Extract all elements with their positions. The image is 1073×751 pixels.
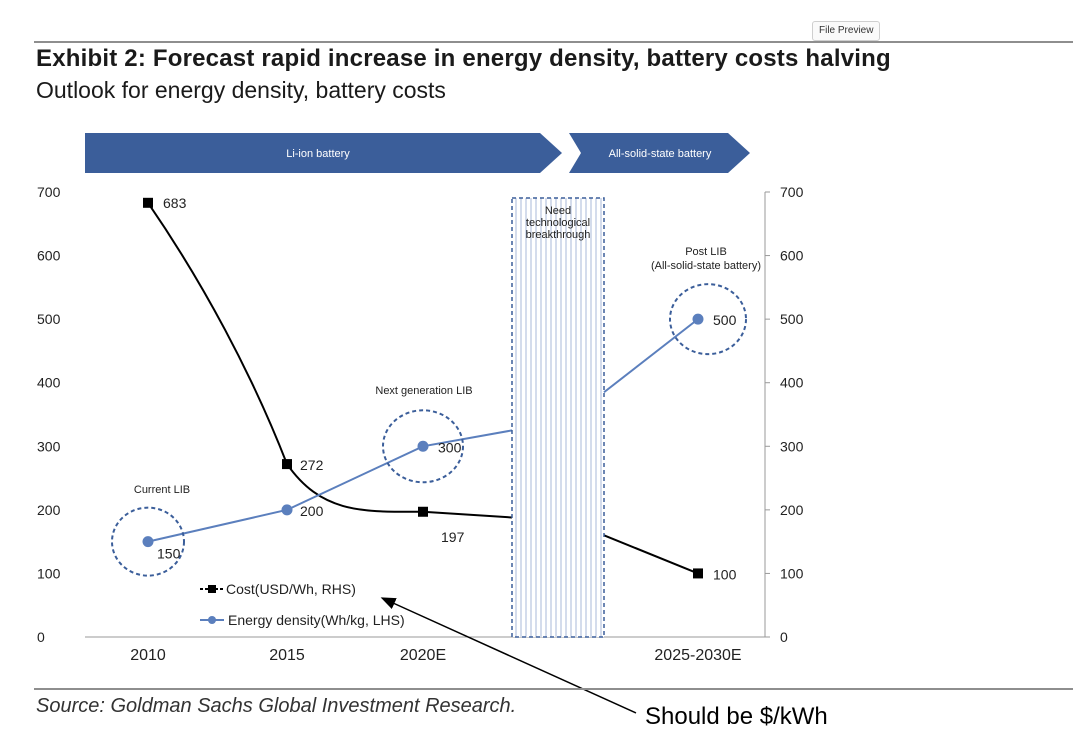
point-annotation-label: Post LIB <box>685 246 727 258</box>
cost-marker <box>282 459 292 470</box>
left-axis-tick-label: 700 <box>37 184 61 200</box>
energy-density-series-line <box>603 318 699 394</box>
cost-data-label: 683 <box>163 195 187 211</box>
right-axis-tick-label: 400 <box>780 375 804 391</box>
energy-density-data-label: 300 <box>438 439 462 455</box>
left-axis-tick-label: 400 <box>37 375 61 391</box>
point-annotation-label: (All-solid-state battery) <box>651 260 761 272</box>
right-axis-tick-label: 700 <box>780 184 804 200</box>
left-axis-tick-label: 500 <box>37 311 61 327</box>
left-axis-tick-label: 300 <box>37 438 61 454</box>
breakthrough-gap-label: breakthrough <box>526 229 591 241</box>
highlight-circle <box>111 506 185 577</box>
energy-density-marker <box>692 313 704 325</box>
energy-density-marker <box>281 504 293 516</box>
bottom-divider <box>34 688 1073 690</box>
exhibit-subtitle: Outlook for energy density, battery cost… <box>36 77 446 103</box>
energy-density-marker <box>417 440 429 452</box>
right-axis-tick-label: 100 <box>780 565 804 581</box>
annotation-arrow <box>380 597 637 714</box>
exhibit-title: Exhibit 2: Forecast rapid increase in en… <box>36 45 891 72</box>
left-axis-tick-label: 100 <box>37 565 61 581</box>
breakthrough-gap-border <box>511 197 605 638</box>
file-preview-button[interactable]: File Preview <box>812 21 881 41</box>
legend-cost-label: Cost(USD/Wh, RHS) <box>226 581 356 597</box>
top-divider <box>34 41 1073 43</box>
x-axis-tick-label: 2010 <box>130 647 166 664</box>
left-axis-tick-label: 0 <box>37 629 45 645</box>
legend-cost-swatch-marker <box>208 585 216 593</box>
cost-series-line <box>147 202 513 519</box>
annotation-note: Should be $/kWh <box>645 703 828 730</box>
phase-label: All-solid-state battery <box>609 148 712 160</box>
right-axis-tick-label: 600 <box>780 248 804 264</box>
right-axis-tick-label: 300 <box>780 438 804 454</box>
phase-label: Li-ion battery <box>286 148 350 160</box>
breakthrough-gap-fill <box>512 198 604 637</box>
x-axis-tick-label: 2020E <box>400 647 446 664</box>
energy-density-data-label: 150 <box>157 546 181 562</box>
cost-data-label: 197 <box>441 529 465 545</box>
breakthrough-gap-label: technological <box>526 217 590 229</box>
energy-density-data-label: 500 <box>713 312 737 328</box>
legend-density-label: Energy density(Wh/kg, LHS) <box>228 612 405 628</box>
energy-density-marker <box>142 536 154 548</box>
source-note: Source: Goldman Sachs Global Investment … <box>36 695 517 717</box>
point-annotation-label: Current LIB <box>134 484 190 496</box>
cost-marker <box>418 506 428 517</box>
left-axis-tick-label: 200 <box>37 502 61 518</box>
phase-arrow <box>569 133 750 173</box>
phase-arrow <box>85 133 562 173</box>
cost-data-label: 100 <box>713 566 737 582</box>
highlight-circle <box>669 283 747 356</box>
right-axis-tick-label: 500 <box>780 311 804 327</box>
right-axis-tick-label: 0 <box>780 629 788 645</box>
left-axis-tick-label: 600 <box>37 248 61 264</box>
energy-density-data-label: 200 <box>300 503 324 519</box>
energy-density-series-line <box>147 429 513 543</box>
highlight-circle <box>382 409 464 484</box>
right-axis-tick-label: 200 <box>780 502 804 518</box>
cost-marker <box>143 197 153 208</box>
x-axis-tick-label: 2015 <box>269 647 305 664</box>
point-annotation-label: Next generation LIB <box>375 385 472 397</box>
breakthrough-gap-label: Need <box>545 205 571 217</box>
cost-data-label: 272 <box>300 457 324 473</box>
legend-density-swatch-marker <box>208 616 216 624</box>
cost-marker <box>693 568 703 579</box>
cost-series-line <box>603 534 699 575</box>
x-axis-tick-label: 2025-2030E <box>654 647 741 664</box>
